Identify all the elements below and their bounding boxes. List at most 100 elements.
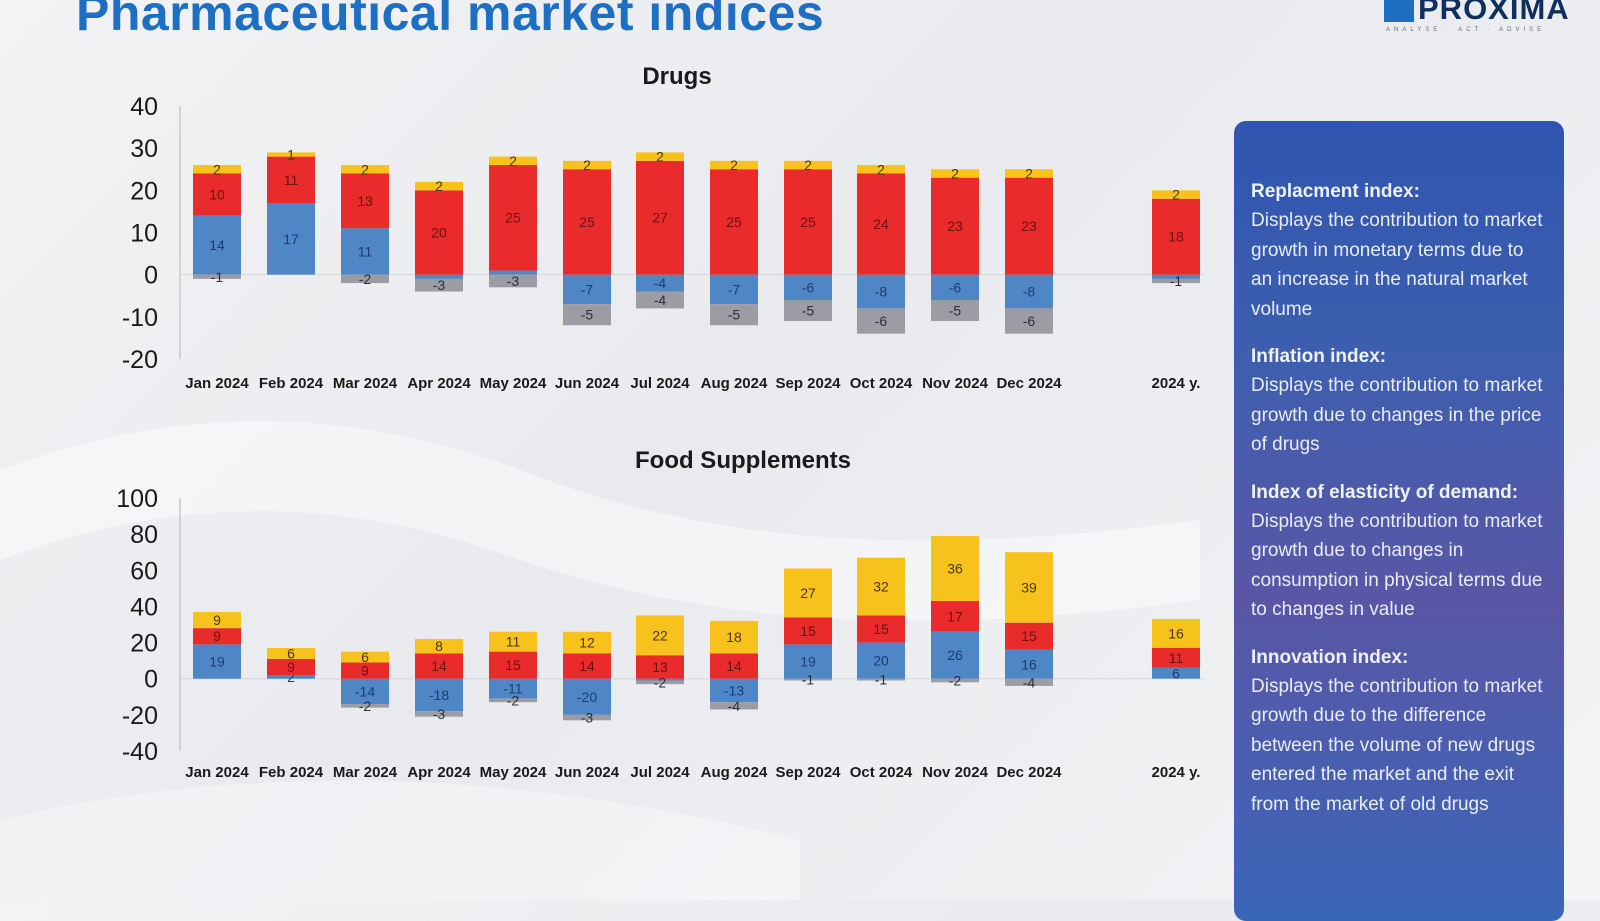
bar-segment-elasticity (857, 557, 905, 616)
bar-segment-replacement (1005, 649, 1053, 679)
bar-segment-innovation (857, 678, 905, 681)
page-title: Pharmaceutical market indices (76, 0, 825, 41)
bar-stack: 13 22 -2 (636, 615, 684, 690)
x-tick-label: Jun 2024 (555, 764, 620, 781)
bar-segment-innovation (931, 678, 979, 683)
y-tick-label: 40 (130, 93, 158, 121)
bar-segment-innovation (784, 299, 832, 322)
bar-stack: -4 27 2 -4 (636, 149, 684, 309)
data-label-replacement: 16 (1021, 656, 1037, 672)
bar-segment-elasticity (489, 156, 537, 166)
bar-segment-inflation (1005, 622, 1053, 650)
bar-segment-elasticity (710, 620, 758, 654)
x-tick-label: Nov 2024 (922, 375, 989, 392)
elasticity-index-heading: Index of elasticity of demand: (1251, 481, 1519, 503)
data-label-elasticity: 2 (213, 161, 221, 177)
data-label-elasticity: 16 (1168, 626, 1184, 642)
x-tick-label: Aug 2024 (701, 375, 768, 392)
bar-segment-elasticity (267, 647, 315, 659)
data-label-replacement: -6 (949, 279, 962, 295)
bar-segment-inflation (1152, 647, 1200, 668)
data-label-elasticity: 2 (583, 157, 591, 173)
data-label-elasticity: 2 (509, 153, 517, 169)
bar-stack: -6 23 2 -5 (931, 165, 979, 322)
bar-segment-inflation (563, 169, 611, 275)
data-label-inflation: 9 (361, 663, 369, 679)
x-tick-label: Apr 2024 (407, 375, 471, 392)
data-label-inflation: 13 (357, 193, 373, 209)
bar-segment-elasticity (1152, 619, 1200, 648)
bar-segment-inflation (857, 173, 905, 275)
x-tick-label: Aug 2024 (701, 764, 768, 781)
bar-segment-inflation (636, 655, 684, 679)
data-label-inflation: 25 (579, 214, 595, 230)
y-tick-label: 0 (144, 262, 158, 290)
bar-segment-elasticity (784, 568, 832, 618)
bar-segment-replacement (193, 215, 241, 275)
bar-segment-elasticity (193, 611, 241, 629)
data-label-replacement: 14 (209, 237, 225, 253)
inflation-index-definition: Inflation index: Displays the contributi… (1251, 342, 1548, 460)
replacement-index-definition: Replacment index: Displays the contribut… (1251, 177, 1548, 324)
bar-segment-innovation (563, 304, 611, 326)
data-label-elasticity: 18 (726, 629, 742, 645)
data-label-inflation: 25 (505, 210, 521, 226)
data-label-innovation: -2 (507, 692, 520, 708)
x-tick-label: 2024 y. (1152, 764, 1201, 781)
bar-segment-elasticity (931, 169, 979, 178)
bar-segment-replacement (193, 644, 241, 679)
data-label-elasticity: 2 (951, 165, 959, 181)
data-label-replacement: 19 (800, 654, 816, 670)
bar-stack: -20 14 12 -3 (563, 631, 611, 726)
bar-segment-inflation (710, 169, 758, 275)
data-label-inflation: 10 (209, 187, 225, 203)
bar-segment-replacement (1152, 274, 1200, 279)
x-tick-label: Mar 2024 (333, 764, 398, 781)
data-label-replacement: 6 (1172, 665, 1180, 681)
x-tick-label: Feb 2024 (259, 375, 324, 392)
bar-segment-replacement (267, 202, 315, 275)
y-tick-label: -10 (122, 304, 158, 332)
data-label-inflation: 15 (873, 621, 889, 637)
x-tick-label: Jan 2024 (185, 375, 249, 392)
bar-segment-elasticity (415, 638, 463, 654)
bar-segment-innovation (636, 680, 684, 685)
data-label-replacement: 26 (947, 647, 963, 663)
y-tick-label: -20 (122, 346, 158, 374)
bar-stack: 611 16 (1152, 619, 1200, 681)
bar-segment-inflation (267, 658, 315, 676)
bar-segment-innovation (784, 678, 832, 681)
data-label-replacement: -13 (724, 682, 744, 698)
bar-segment-innovation (710, 702, 758, 710)
bar-segment-elasticity (267, 152, 315, 157)
y-tick-label: -20 (122, 702, 158, 730)
proxima-logo: PROXIMA ANALYSE · ACT · ADVISE (1384, 0, 1574, 38)
data-label-elasticity: 6 (287, 645, 295, 661)
bar-segment-elasticity (784, 160, 832, 170)
bar-segment-elasticity (193, 165, 241, 174)
bar-segment-elasticity (857, 165, 905, 174)
y-tick-label: -40 (122, 738, 158, 766)
bar-stack: 18 2 -1 (1152, 187, 1200, 289)
bar-stack: -18 14 8 -3 (415, 638, 463, 722)
bar-segment-inflation (1152, 198, 1200, 275)
data-label-elasticity: 9 (213, 612, 221, 628)
data-label-innovation: -4 (728, 698, 741, 714)
bar-segment-innovation (1005, 678, 1053, 686)
bar-segment-replacement (857, 274, 905, 309)
data-label-inflation: 25 (800, 214, 816, 230)
data-label-elasticity: 32 (873, 579, 889, 595)
bar-segment-replacement (415, 274, 463, 279)
x-tick-label: Feb 2024 (259, 764, 324, 781)
bar-segment-elasticity (563, 631, 611, 654)
bar-segment-innovation (563, 714, 611, 721)
bar-segment-elasticity (1005, 552, 1053, 623)
bar-segment-inflation (784, 617, 832, 645)
data-label-replacement: 20 (873, 653, 889, 669)
y-tick-label: 0 (144, 666, 158, 694)
data-label-innovation: -1 (1170, 273, 1183, 289)
data-label-inflation: 20 (431, 225, 447, 241)
inflation-index-heading: Inflation index: (1251, 346, 1387, 367)
data-label-elasticity: 39 (1021, 579, 1037, 595)
bar-segment-innovation (1152, 278, 1200, 284)
